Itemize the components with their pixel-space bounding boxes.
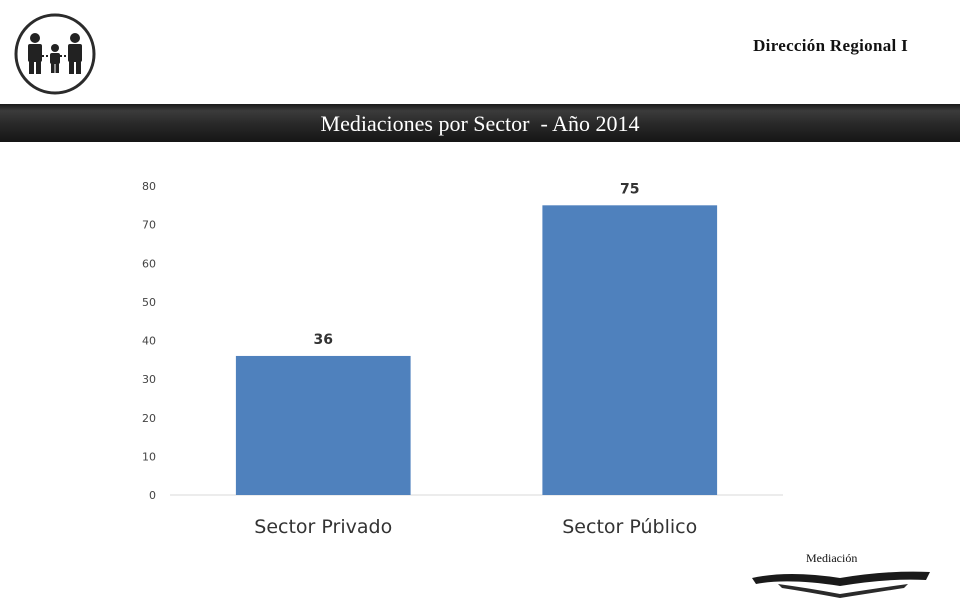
y-tick-label: 40 [142, 335, 156, 348]
data-label: 75 [620, 181, 639, 197]
chart-title: Mediaciones por Sector - Año 2014 [320, 111, 640, 136]
x-category-label: Sector Público [562, 516, 697, 538]
open-book-icon [752, 571, 930, 598]
y-tick-label: 80 [142, 180, 156, 193]
y-tick-label: 0 [149, 489, 156, 502]
y-tick-label: 70 [142, 219, 156, 232]
family-logo-icon [14, 13, 96, 95]
y-tick-label: 10 [142, 450, 156, 463]
footer-label: Mediación [806, 551, 858, 565]
y-tick-label: 50 [142, 296, 156, 309]
bar [542, 205, 718, 495]
x-category-label: Sector Privado [254, 516, 392, 538]
title-banner: Mediaciones por Sector - Año 2014 [0, 104, 960, 142]
data-label: 36 [314, 332, 333, 348]
y-tick-label: 20 [142, 412, 156, 425]
bar [235, 355, 411, 495]
y-tick-label: 60 [142, 257, 156, 270]
region-title: Dirección Regional I [753, 36, 908, 55]
y-tick-label: 30 [142, 373, 156, 386]
